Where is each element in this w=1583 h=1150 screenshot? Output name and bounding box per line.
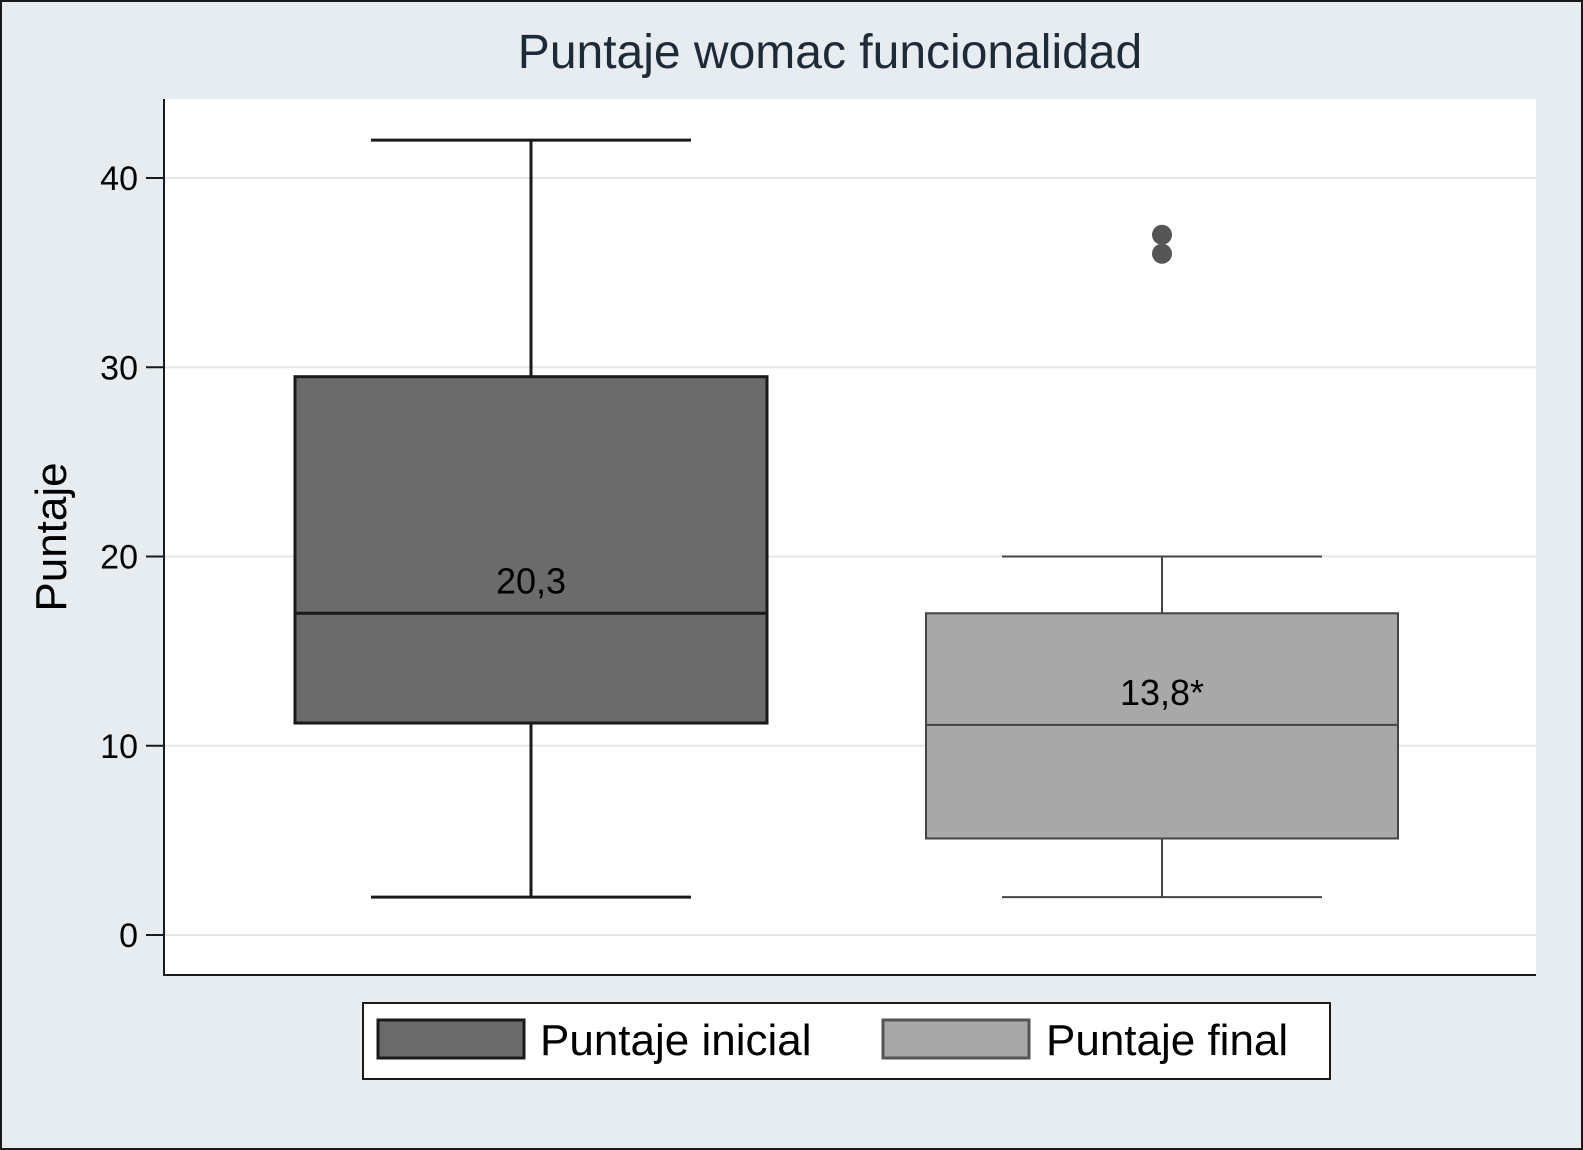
y-tick-label: 30 bbox=[100, 349, 138, 387]
y-tick-label: 10 bbox=[100, 728, 138, 766]
boxes: 20,3 13,8* bbox=[293, 138, 1399, 899]
box-puntaje-inicial: 20,3 bbox=[293, 138, 769, 899]
y-tick-label: 0 bbox=[119, 917, 138, 955]
legend: Puntaje inicial Puntaje final bbox=[376, 1016, 1288, 1065]
iqr-box bbox=[293, 375, 769, 725]
y-tick-label: 40 bbox=[100, 160, 138, 198]
legend-label: Puntaje inicial bbox=[540, 1016, 812, 1065]
legend-swatch bbox=[376, 1018, 526, 1060]
chart-title: Puntaje womac funcionalidad bbox=[518, 26, 1142, 79]
legend-label: Puntaje final bbox=[1046, 1016, 1288, 1065]
box-puntaje-final: 13,8* bbox=[925, 224, 1399, 899]
outlier-point bbox=[1152, 224, 1172, 245]
y-tick-label: 20 bbox=[100, 539, 138, 577]
mean-annotation: 13,8* bbox=[1120, 672, 1204, 713]
y-axis: 0 10 20 30 40 bbox=[100, 99, 1536, 976]
legend-swatch bbox=[881, 1018, 1031, 1060]
mean-annotation: 20,3 bbox=[496, 560, 566, 601]
outlier-point bbox=[1152, 243, 1172, 264]
y-axis-label: Puntaje bbox=[27, 462, 76, 611]
